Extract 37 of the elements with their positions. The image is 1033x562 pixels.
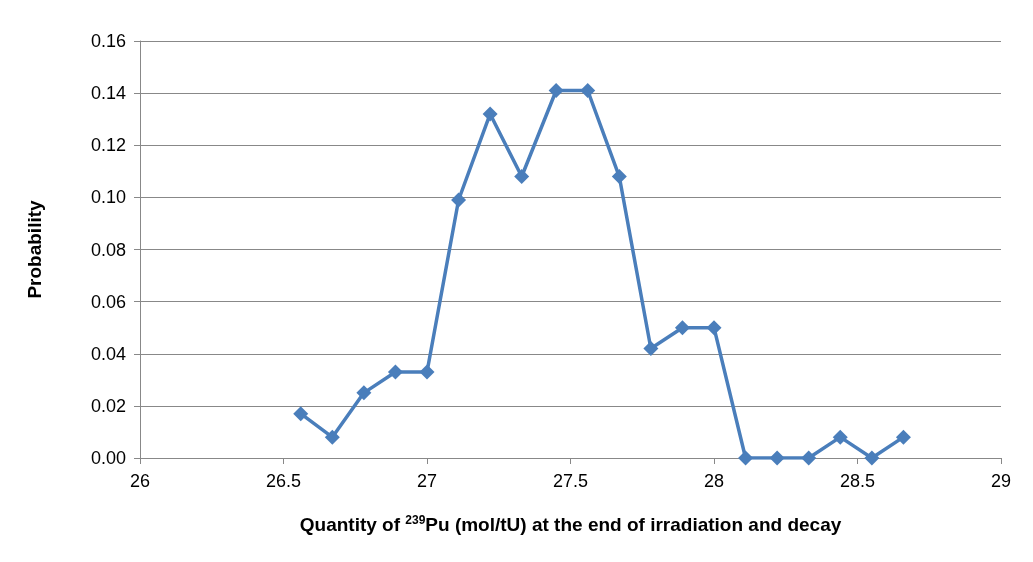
- point: [611, 169, 627, 185]
- point: [832, 429, 848, 445]
- point: [387, 364, 403, 380]
- x-tick-label: 28: [703, 471, 725, 491]
- y-tick-label: 0.14: [90, 83, 126, 104]
- point: [548, 83, 564, 99]
- y-tick-label: 0.10: [90, 187, 126, 208]
- point: [674, 320, 690, 336]
- x-tick-label: 26.5: [265, 471, 302, 491]
- point: [580, 83, 596, 99]
- point: [293, 406, 309, 422]
- y-tick-label: 0.00: [90, 448, 126, 468]
- x-tick-label: 27: [416, 471, 438, 491]
- y-tick-label: 0.12: [90, 135, 126, 156]
- point: [451, 192, 467, 208]
- y-tick-label: 0.16: [90, 31, 126, 51]
- point: [643, 341, 659, 357]
- x-tick-label: 27.5: [552, 471, 589, 491]
- y-tick-label: 0.08: [90, 239, 126, 260]
- point: [356, 385, 372, 401]
- point: [514, 169, 530, 185]
- point: [801, 450, 817, 466]
- x-tick-label: 28.5: [839, 471, 876, 491]
- point: [482, 106, 498, 122]
- x-tick-label: 26: [129, 471, 151, 491]
- point: [769, 450, 785, 466]
- y-axis-title: Probability: [24, 199, 45, 299]
- point: [324, 429, 340, 445]
- y-tick-label: 0.02: [90, 395, 126, 416]
- y-tick-label: 0.06: [90, 291, 126, 312]
- y-tick-label: 0.04: [90, 343, 126, 364]
- x-tick-label: 29: [990, 471, 1012, 491]
- point: [738, 450, 754, 466]
- point: [419, 364, 435, 380]
- point: [706, 320, 722, 336]
- point: [864, 450, 880, 466]
- point: [895, 429, 911, 445]
